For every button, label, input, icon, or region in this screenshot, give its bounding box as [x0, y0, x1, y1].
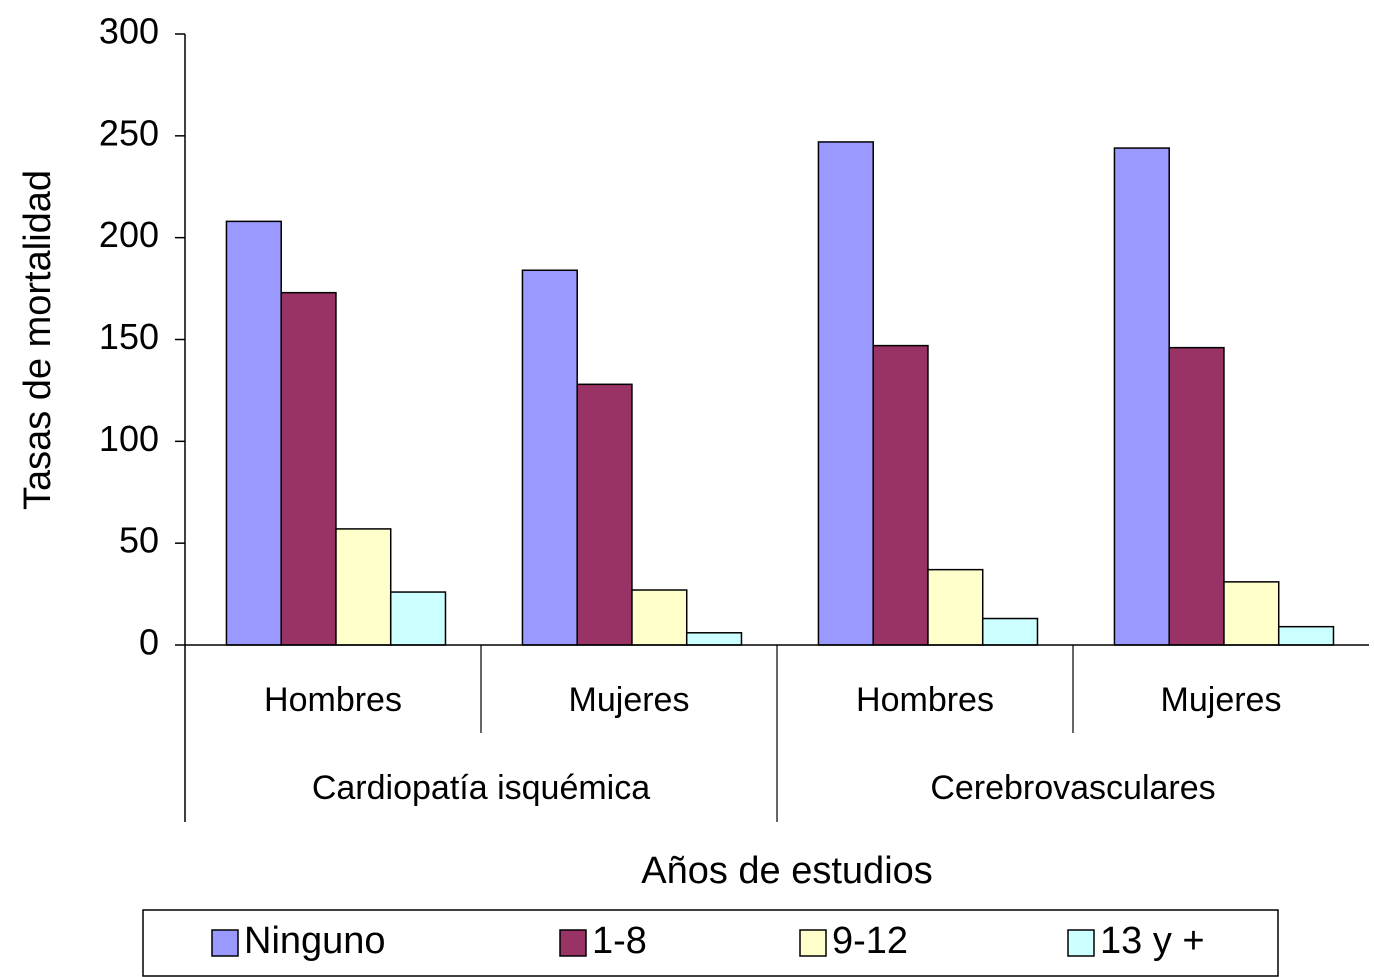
y-tick-label: 250 — [99, 112, 159, 153]
legend-swatch — [799, 929, 827, 957]
legend-swatch — [559, 929, 587, 957]
x-tick-label: Mujeres — [569, 681, 690, 719]
x-tick-label: Hombres — [264, 681, 402, 719]
y-tick-label: 150 — [99, 316, 159, 357]
x-tick-label: Hombres — [856, 681, 994, 719]
bar — [280, 291, 337, 646]
y-tick-label: 300 — [99, 11, 159, 52]
bar — [1277, 625, 1335, 646]
group-label: Cerebrovasculares — [930, 769, 1215, 807]
legend-label: 13 y + — [1100, 920, 1205, 962]
legend-label: 9-12 — [832, 920, 908, 962]
x-tick-label: Mujeres — [1161, 681, 1282, 719]
bar — [927, 568, 984, 646]
bar — [521, 269, 578, 646]
y-tick-label: 100 — [99, 418, 159, 459]
bar — [1168, 346, 1225, 646]
bar — [225, 220, 282, 646]
y-axis-title: Tasas de mortalidad — [17, 170, 59, 510]
group-label: Cardiopatía isquémica — [312, 769, 650, 807]
legend-swatch — [211, 929, 239, 957]
bar — [1113, 147, 1170, 646]
legend-label: Ninguno — [244, 920, 386, 962]
bar — [685, 632, 743, 646]
y-tick-label: 0 — [139, 622, 159, 663]
bar — [1223, 581, 1280, 646]
x-axis-title: Años de estudios — [641, 850, 933, 892]
legend-label: 1-8 — [592, 920, 647, 962]
legend-swatch — [1067, 929, 1095, 957]
y-tick-label: 50 — [119, 520, 159, 561]
bar — [817, 141, 874, 646]
bar — [872, 344, 929, 646]
bar — [981, 617, 1039, 646]
bar — [389, 591, 447, 646]
bar — [335, 528, 392, 646]
bar — [576, 383, 633, 646]
bar — [631, 589, 688, 646]
y-tick-label: 200 — [99, 214, 159, 255]
